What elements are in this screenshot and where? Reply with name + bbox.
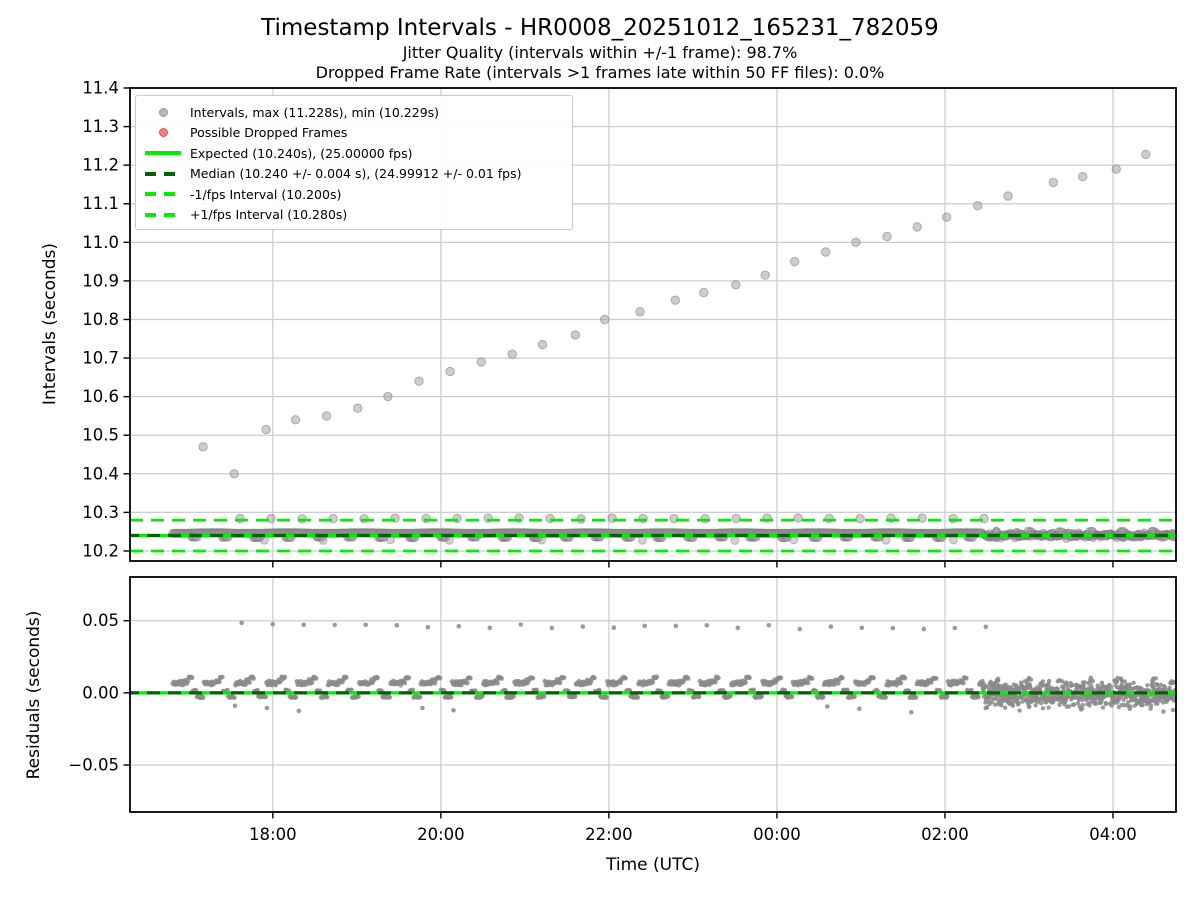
time-x-tick-label: 02:00 <box>921 825 969 844</box>
intervals-y-tick-label: 10.8 <box>82 310 119 329</box>
intervals-y-axis-label: Intervals (seconds) <box>40 242 60 406</box>
intervals-axes-frame <box>129 87 1177 562</box>
legend-dot-marker-icon <box>144 105 182 119</box>
legend-item-label: Intervals, max (11.228s), min (10.229s) <box>190 104 440 120</box>
residuals-axes-frame <box>129 576 1177 813</box>
intervals-y-tick-label: 10.2 <box>82 541 119 560</box>
time-x-tick-label: 20:00 <box>417 825 465 844</box>
legend-line-marker-icon <box>144 187 182 201</box>
intervals-y-tick-label: 11.2 <box>82 156 119 175</box>
intervals-trend-scatter <box>198 149 1151 479</box>
intervals-y-tick-label: 10.6 <box>82 387 119 406</box>
time-x-tick-label: 00:00 <box>753 825 801 844</box>
legend-item-3: Median (10.240 +/- 0.004 s), (24.99912 +… <box>144 164 564 185</box>
legend-line-marker-icon <box>144 208 182 222</box>
residuals-y-tick-label: 0.05 <box>82 611 119 630</box>
jitter-quality-subtitle: Jitter Quality (intervals within +/-1 fr… <box>402 43 798 62</box>
intervals-y-tick-label: 10.4 <box>82 464 119 483</box>
residuals-y-tick-label: −0.05 <box>68 755 119 774</box>
legend-item-0: Intervals, max (11.228s), min (10.229s) <box>144 102 564 123</box>
legend-item-label: +1/fps Interval (10.280s) <box>190 207 348 223</box>
intervals-y-tick-label: 11.3 <box>82 117 119 136</box>
legend-item-label: Possible Dropped Frames <box>190 125 348 141</box>
legend-item-label: Median (10.240 +/- 0.004 s), (24.99912 +… <box>190 166 522 182</box>
residuals-top-dots-scatter <box>239 620 989 632</box>
time-x-tick-label: 04:00 <box>1089 825 1137 844</box>
intervals-y-tick-label: 11.0 <box>82 233 119 252</box>
intervals-y-tick-label: 11.1 <box>82 194 119 213</box>
time-x-axis-label: Time (UTC) <box>606 855 700 875</box>
intervals-y-tick-label: 10.7 <box>82 349 119 368</box>
legend-item-1: Possible Dropped Frames <box>144 123 564 144</box>
legend-item-label: -1/fps Interval (10.200s) <box>190 186 342 202</box>
intervals-y-tick-label: 10.9 <box>82 271 119 290</box>
time-x-tick-label: 22:00 <box>585 825 633 844</box>
figure-title: Timestamp Intervals - HR0008_20251012_16… <box>261 15 939 41</box>
legend-item-label: Expected (10.240s), (25.00000 fps) <box>190 145 413 161</box>
intervals-ticks <box>123 87 1114 568</box>
residuals-y-tick-label: 0.00 <box>82 683 119 702</box>
legend-box: Intervals, max (11.228s), min (10.229s) P… <box>135 95 573 230</box>
legend-item-5: +1/fps Interval (10.280s) <box>144 205 564 226</box>
residuals-ticks <box>123 620 1114 819</box>
legend-dot-marker-icon <box>144 126 182 140</box>
legend-item-2: Expected (10.240s), (25.00000 fps) <box>144 143 564 164</box>
time-x-tick-label: 18:00 <box>249 825 297 844</box>
intervals-y-tick-label: 11.4 <box>82 79 119 98</box>
intervals-y-tick-label: 10.5 <box>82 426 119 445</box>
residuals-plot: −0.05 0.00 0.05 18:00 20:00 22:00 00:00 02:00 04… <box>68 576 1177 844</box>
legend-item-4: -1/fps Interval (10.200s) <box>144 184 564 205</box>
intervals-y-tick-label: 10.3 <box>82 503 119 522</box>
legend-line-marker-icon <box>144 146 182 160</box>
residuals-y-axis-label: Residuals (seconds) <box>24 610 44 780</box>
dropped-frame-rate-subtitle: Dropped Frame Rate (intervals >1 frames … <box>315 63 885 82</box>
legend-line-marker-icon <box>144 167 182 181</box>
